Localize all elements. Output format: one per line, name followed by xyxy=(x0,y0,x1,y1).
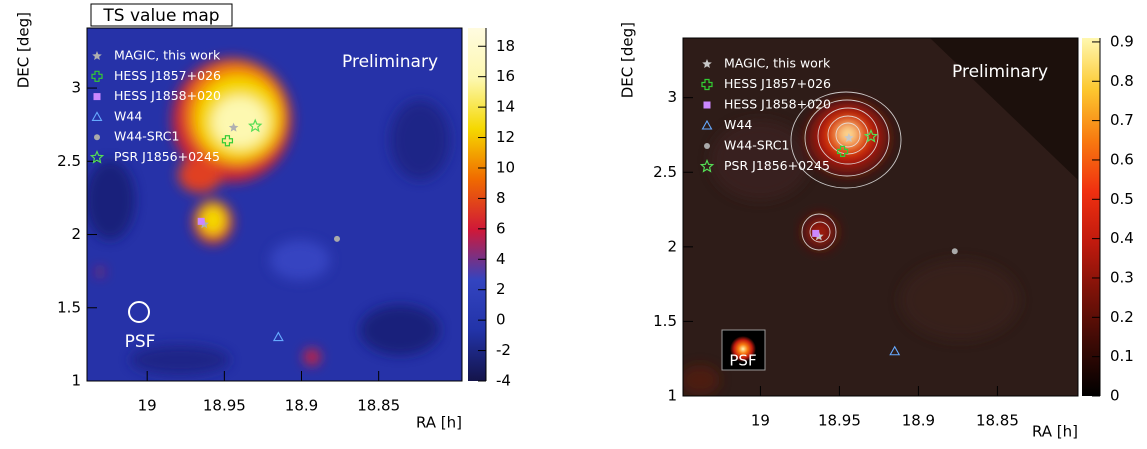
colorbar-tick-label: 0.5 xyxy=(1110,190,1134,208)
annotation: Preliminary xyxy=(342,52,438,72)
colorbar-tick-label: 6 xyxy=(496,219,506,237)
legend-marker xyxy=(701,78,713,91)
legend-marker xyxy=(704,143,710,149)
colorbar-tick-label: -2 xyxy=(496,341,511,359)
x-tick-label: 18.9 xyxy=(285,397,318,415)
colorbar-tick-label: 14 xyxy=(496,98,515,116)
legend-marker xyxy=(91,70,103,82)
colorbar-tick-label: 8 xyxy=(496,189,506,207)
x-tick-label: 18.95 xyxy=(818,412,861,430)
colorbar-tick-label: 0.7 xyxy=(1110,111,1134,129)
legend-label: PSR J1856+0245 xyxy=(114,149,220,164)
source-marker xyxy=(844,132,854,142)
psf-label: PSF xyxy=(125,332,156,352)
legend-label: HESS J1858+020 xyxy=(114,88,221,103)
chart-layer: 19 18.95 18.9 18.85 1 1.5 2 2.5 3 RA [h] DEC [deg]… xyxy=(15,3,1134,441)
x-tick-label: 18.85 xyxy=(357,397,400,415)
legend-marker xyxy=(92,51,102,60)
heatmap-image xyxy=(683,38,1078,396)
legend-label: W44 xyxy=(724,117,752,132)
legend-label: MAGIC, this work xyxy=(114,48,221,63)
colorbar-tick-label: 0.8 xyxy=(1110,72,1134,90)
y-tick-label: 2 xyxy=(71,225,81,243)
source-marker xyxy=(221,135,234,147)
legend-marker xyxy=(91,111,103,121)
y-tick-label: 3 xyxy=(667,88,677,106)
colorbar-tick-label: 0.1 xyxy=(1110,347,1134,365)
colorbar-tick-label: -4 xyxy=(496,372,511,390)
source-marker xyxy=(836,145,849,157)
source-marker xyxy=(951,248,958,255)
colorbar-tick-label: 10 xyxy=(496,158,515,176)
y-tick-label: 3 xyxy=(71,79,81,97)
chart-title: TS value map xyxy=(102,6,219,26)
x-axis-label: RA [h] xyxy=(1032,423,1078,441)
x-tick-label: 18.85 xyxy=(976,412,1019,430)
legend-marker xyxy=(701,119,713,130)
x-axis-label: RA [h] xyxy=(416,414,462,432)
colorbar-tick-label: 16 xyxy=(496,67,515,85)
legend-marker xyxy=(703,101,711,109)
colorbar xyxy=(468,28,486,381)
colorbar-tick-label: 0.9 xyxy=(1110,32,1134,50)
source-marker xyxy=(889,345,901,356)
colorbar-tick-label: 0.3 xyxy=(1110,268,1134,286)
y-tick-label: 1.5 xyxy=(57,298,81,316)
y-tick-label: 2.5 xyxy=(57,152,81,170)
x-tick-label: 18.9 xyxy=(902,412,935,430)
legend-label: W44-SRC1 xyxy=(114,129,179,144)
source-marker xyxy=(863,128,879,143)
y-axis-label: DEC [deg] xyxy=(15,12,33,88)
annotation: Preliminary xyxy=(952,62,1048,82)
colorbar-tick-label: 0.4 xyxy=(1110,229,1134,247)
colorbar-tick-label: 4 xyxy=(496,250,506,268)
legend-label: W44-SRC1 xyxy=(724,138,789,153)
legend-marker xyxy=(702,59,712,68)
colorbar-tick-label: 18 xyxy=(496,37,515,55)
colorbar-tick-label: 2 xyxy=(496,280,506,298)
colorbar-tick-label: 0.6 xyxy=(1110,150,1134,168)
source-marker xyxy=(228,122,239,132)
source-marker xyxy=(248,118,263,133)
colorbar-tick-label: 0.2 xyxy=(1110,308,1134,326)
source-marker xyxy=(334,235,340,242)
legend-label: HESS J1857+026 xyxy=(114,68,221,83)
colorbar-tick-label: 0 xyxy=(496,311,506,329)
legend-label: PSR J1856+0245 xyxy=(724,158,830,173)
legend-marker xyxy=(89,149,105,164)
colorbar-tick-label: 0 xyxy=(1110,387,1120,405)
plot-frame xyxy=(86,27,463,382)
legend-label: HESS J1858+020 xyxy=(724,97,831,112)
psf-label: PSF xyxy=(729,352,756,370)
heatmap-image xyxy=(87,28,462,381)
y-tick-label: 1.5 xyxy=(653,312,677,330)
x-tick-label: 19 xyxy=(138,397,157,415)
y-tick-label: 1 xyxy=(667,387,677,405)
plot-frame xyxy=(682,37,1079,397)
y-tick-label: 1 xyxy=(71,372,81,390)
legend-label: MAGIC, this work xyxy=(724,56,831,71)
legend-label: HESS J1857+026 xyxy=(724,76,831,91)
y-tick-label: 2.5 xyxy=(653,163,677,181)
legend-marker xyxy=(93,93,101,101)
source-marker xyxy=(197,217,205,225)
legend-marker xyxy=(94,134,100,141)
title-box xyxy=(90,3,233,27)
source-marker xyxy=(272,331,284,342)
legend-label: W44 xyxy=(114,108,142,123)
colorbar-tick-label: 12 xyxy=(496,128,515,146)
y-axis-label: DEC [deg] xyxy=(619,22,637,98)
legend-marker xyxy=(699,158,715,173)
x-tick-label: 18.95 xyxy=(203,397,246,415)
x-tick-label: 19 xyxy=(751,412,770,430)
source-marker xyxy=(812,229,820,237)
y-tick-label: 2 xyxy=(667,237,677,255)
colorbar xyxy=(1082,38,1100,396)
